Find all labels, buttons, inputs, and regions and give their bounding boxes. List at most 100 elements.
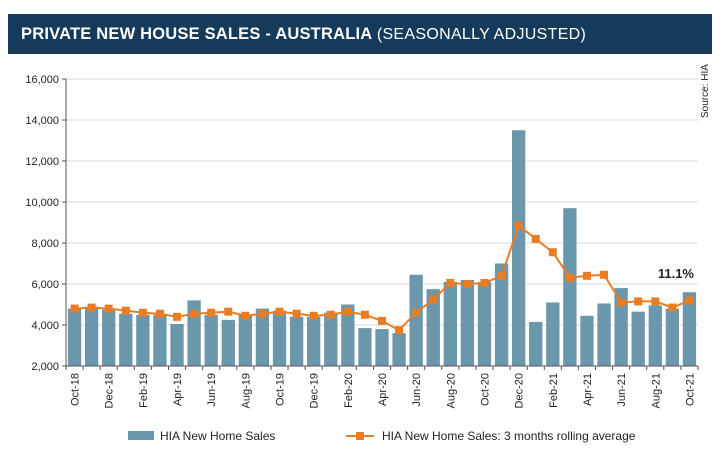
bar bbox=[597, 303, 611, 366]
bar bbox=[614, 288, 628, 366]
legend-line-marker bbox=[356, 432, 364, 440]
line-marker bbox=[480, 278, 489, 287]
line-marker bbox=[173, 312, 182, 321]
bar bbox=[238, 314, 253, 366]
line-marker bbox=[121, 306, 130, 315]
x-tick-label: Dec-19 bbox=[309, 373, 321, 408]
line-marker bbox=[412, 308, 421, 317]
x-tick-label: Feb-21 bbox=[548, 373, 560, 408]
line-marker bbox=[87, 303, 96, 312]
chart-subtitle: (SEASONALLY ADJUSTED) bbox=[376, 26, 587, 43]
y-tick-label: 8,000 bbox=[31, 238, 59, 250]
x-tick-label: Feb-19 bbox=[138, 373, 150, 408]
rolling-average-markers bbox=[70, 221, 694, 335]
line-marker bbox=[651, 297, 660, 306]
y-tick-label: 14,000 bbox=[25, 115, 59, 127]
chart-title: PRIVATE NEW HOUSE SALES - AUSTRALIA bbox=[21, 25, 373, 43]
x-tick-label: Dec-20 bbox=[514, 373, 526, 408]
y-tick-label: 12,000 bbox=[25, 156, 59, 168]
x-tick-label: Aug-21 bbox=[650, 373, 662, 408]
bar bbox=[153, 314, 167, 366]
line-marker bbox=[138, 308, 147, 317]
line-marker bbox=[548, 248, 557, 257]
bar bbox=[443, 281, 457, 366]
line-marker bbox=[395, 326, 404, 335]
rolling-average-line bbox=[74, 223, 690, 332]
x-tick-label: Aug-19 bbox=[240, 373, 252, 408]
line-marker bbox=[600, 270, 609, 279]
x-tick-label: Oct-18 bbox=[70, 373, 82, 406]
x-axis-ticks: Oct-18 Dec-18 Feb-19 Apr-19 Jun-19 Aug-19 Oct-… bbox=[65, 366, 699, 408]
legend-bar-label: HIA New Home Sales bbox=[160, 429, 275, 443]
line-marker bbox=[446, 278, 455, 287]
bar bbox=[511, 130, 526, 366]
line-marker bbox=[565, 273, 574, 282]
x-tick-label: Feb-20 bbox=[343, 373, 355, 408]
line-marker bbox=[292, 309, 301, 318]
bar bbox=[204, 314, 218, 366]
x-tick-label: Aug-20 bbox=[445, 373, 457, 408]
bar bbox=[631, 311, 645, 366]
bar bbox=[289, 316, 304, 366]
legend-bar-swatch bbox=[128, 431, 154, 440]
bar bbox=[580, 315, 594, 366]
bar bbox=[67, 308, 82, 366]
bar bbox=[409, 274, 423, 366]
x-tick-label: Apr-20 bbox=[377, 373, 389, 406]
x-tick-label: Dec-18 bbox=[104, 373, 116, 408]
line-marker bbox=[617, 298, 626, 307]
chart-title-banner: PRIVATE NEW HOUSE SALES - AUSTRALIA (SEA… bbox=[8, 14, 712, 54]
bar bbox=[682, 292, 697, 366]
line-marker bbox=[582, 271, 591, 280]
line-marker bbox=[429, 295, 438, 304]
line-marker bbox=[326, 310, 335, 319]
line-marker bbox=[190, 309, 199, 318]
annotation-label: 11.1% bbox=[658, 266, 695, 281]
x-tick-label: Apr-21 bbox=[582, 373, 594, 406]
bar bbox=[665, 308, 680, 366]
line-marker bbox=[207, 308, 216, 317]
legend-line-label: HIA New Home Sales: 3 months rolling ave… bbox=[382, 429, 636, 443]
bar bbox=[392, 333, 406, 366]
bar bbox=[102, 309, 116, 366]
bar bbox=[375, 329, 389, 366]
line-marker bbox=[685, 296, 694, 305]
bar bbox=[119, 313, 133, 366]
bar bbox=[477, 281, 492, 366]
line-marker bbox=[241, 311, 250, 320]
gridlines bbox=[66, 78, 698, 326]
y-tick-label: 4,000 bbox=[31, 320, 59, 332]
x-tick-label: Oct-20 bbox=[479, 373, 491, 406]
y-tick-label: 10,000 bbox=[25, 197, 59, 209]
bar bbox=[546, 302, 560, 366]
line-marker bbox=[70, 304, 79, 313]
line-marker bbox=[258, 309, 267, 318]
line-marker bbox=[309, 311, 318, 320]
line-marker bbox=[378, 316, 386, 325]
line-marker bbox=[224, 307, 233, 316]
x-tick-label: Jun-21 bbox=[616, 373, 628, 407]
x-tick-label: Jun-20 bbox=[411, 373, 423, 407]
y-tick-label: 16,000 bbox=[25, 74, 59, 86]
bar bbox=[255, 308, 270, 366]
line-marker bbox=[275, 307, 284, 316]
x-tick-label: Jun-19 bbox=[206, 373, 218, 407]
bar bbox=[324, 312, 338, 366]
bar bbox=[426, 289, 440, 366]
bar bbox=[221, 319, 235, 366]
x-tick-label: Apr-19 bbox=[172, 373, 184, 406]
source-label: Source: HIA bbox=[700, 64, 711, 118]
bar bbox=[272, 310, 287, 366]
bar-series bbox=[67, 130, 697, 366]
line-marker bbox=[104, 304, 113, 313]
legend: HIA New Home Sales HIA New Home Sales: 3… bbox=[128, 429, 636, 443]
line-marker bbox=[531, 234, 540, 243]
bar bbox=[341, 304, 355, 366]
x-tick-label: Oct-19 bbox=[275, 373, 287, 406]
bar bbox=[460, 279, 475, 366]
bar bbox=[563, 208, 577, 366]
bar bbox=[84, 306, 99, 366]
bar bbox=[648, 305, 662, 366]
bar bbox=[136, 314, 150, 366]
